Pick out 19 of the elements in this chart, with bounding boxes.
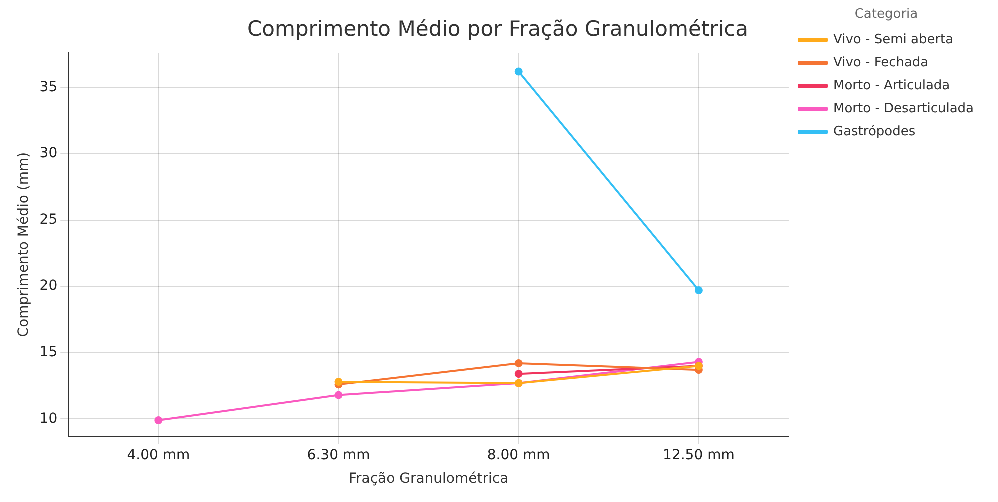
x-tick-label: 4.00 mm (127, 447, 190, 464)
legend-label: Morto - Desarticulada (833, 101, 974, 116)
x-tick-label: 6.30 mm (307, 447, 370, 464)
y-tick-label: 30 (40, 146, 58, 162)
y-tick-label: 15 (40, 344, 58, 361)
y-axis-title: Comprimento Médio (mm) (16, 152, 32, 338)
x-axis-title: Fração Granulométrica (348, 471, 509, 488)
y-tick-label: 35 (40, 79, 58, 96)
legend-label: Vivo - Fechada (833, 55, 929, 70)
legend-label: Morto - Articulada (833, 78, 950, 94)
y-tick-label: 25 (40, 212, 58, 228)
y-tick-label: 10 (40, 410, 58, 427)
x-tick-label: 12.50 mm (663, 447, 735, 464)
legend-title: Categoria (854, 6, 918, 22)
x-tick-label: 8.00 mm (487, 447, 550, 464)
chart-title: Comprimento Médio por Fração Granulométrica (248, 17, 748, 42)
legend-label: Gastrópodes (833, 124, 916, 140)
y-tick-label: 20 (40, 278, 58, 294)
legend-label: Vivo - Semi aberta (833, 32, 954, 48)
